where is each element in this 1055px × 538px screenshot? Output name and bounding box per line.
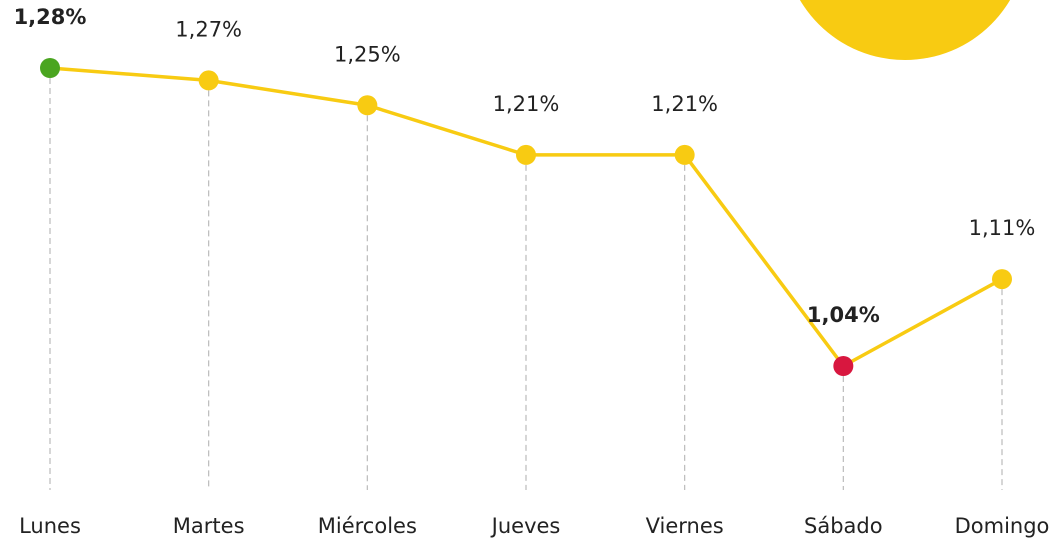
x-tick-label: Martes [173, 514, 245, 538]
x-tick-label: Lunes [19, 514, 81, 538]
x-tick-label: Viernes [646, 514, 724, 538]
data-point [198, 70, 219, 91]
decoration-circle [799, 0, 1011, 60]
value-label: 1,21% [651, 92, 718, 116]
data-point [833, 356, 854, 376]
value-label: 1,28% [14, 5, 87, 29]
value-label: 1,04% [807, 303, 880, 327]
data-point [992, 269, 1012, 290]
data-point [357, 95, 378, 116]
x-tick-label: Domingo [955, 514, 1050, 538]
data-point [516, 144, 536, 165]
value-label: 1,27% [175, 17, 242, 41]
value-label: 1,21% [493, 92, 560, 116]
value-label: 1,11% [969, 216, 1036, 240]
x-tick-label: Miércoles [318, 514, 417, 538]
data-point [40, 58, 60, 78]
value-label: 1,25% [334, 42, 401, 66]
data-point [674, 144, 695, 165]
x-tick-label: Jueves [490, 514, 561, 538]
x-tick-label: Sábado [804, 514, 883, 538]
